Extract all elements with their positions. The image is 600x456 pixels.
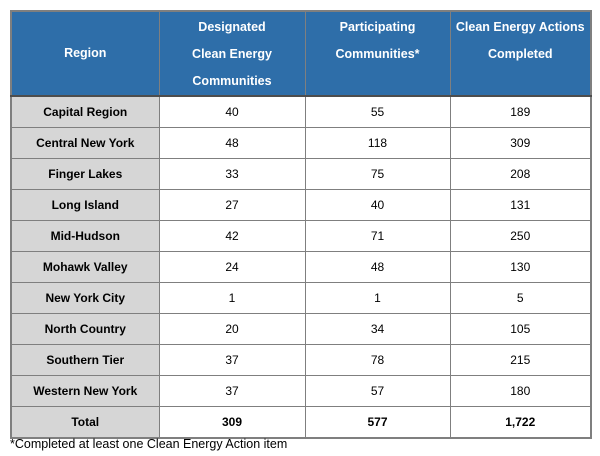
- column-header-actions-completed: Clean Energy Actions Completed: [449, 10, 592, 97]
- value-cell: 208: [449, 158, 592, 190]
- table-row: Mohawk Valley 24 48 130: [10, 251, 592, 283]
- column-header-designated-communities: Designated Clean Energy Communities: [158, 10, 306, 97]
- total-row: Total 309 577 1,722: [10, 406, 592, 439]
- clean-energy-communities-table: Region Designated Clean Energy Communiti…: [10, 10, 592, 439]
- value-cell: 42: [158, 220, 306, 252]
- region-cell: Mid-Hudson: [10, 220, 160, 252]
- value-cell: 78: [304, 344, 451, 376]
- value-cell: 71: [304, 220, 451, 252]
- footnote: *Completed at least one Clean Energy Act…: [10, 437, 288, 451]
- value-cell: 118: [304, 127, 451, 159]
- value-cell: 309: [158, 406, 306, 439]
- value-cell: 57: [304, 375, 451, 407]
- value-cell: 189: [449, 95, 592, 128]
- table-row: Finger Lakes 33 75 208: [10, 158, 592, 190]
- value-cell: 105: [449, 313, 592, 345]
- value-cell: 1,722: [449, 406, 592, 439]
- value-cell: 131: [449, 189, 592, 221]
- value-cell: 40: [304, 189, 451, 221]
- value-cell: 20: [158, 313, 306, 345]
- region-cell: Southern Tier: [10, 344, 160, 376]
- column-header-participating-communities: Participating Communities*: [304, 10, 451, 97]
- region-cell: Finger Lakes: [10, 158, 160, 190]
- value-cell: 40: [158, 95, 306, 128]
- region-cell: New York City: [10, 282, 160, 314]
- value-cell: 33: [158, 158, 306, 190]
- table-row: Capital Region 40 55 189: [10, 95, 592, 128]
- table-row: New York City 1 1 5: [10, 282, 592, 314]
- value-cell: 55: [304, 95, 451, 128]
- table-row: North Country 20 34 105: [10, 313, 592, 345]
- region-cell: Total: [10, 406, 160, 439]
- region-cell: Western New York: [10, 375, 160, 407]
- region-cell: Mohawk Valley: [10, 251, 160, 283]
- region-cell: Capital Region: [10, 95, 160, 128]
- value-cell: 250: [449, 220, 592, 252]
- region-cell: North Country: [10, 313, 160, 345]
- table-header: Region Designated Clean Energy Communiti…: [10, 10, 592, 97]
- value-cell: 48: [158, 127, 306, 159]
- value-cell: 215: [449, 344, 592, 376]
- value-cell: 37: [158, 375, 306, 407]
- table-row: Central New York 48 118 309: [10, 127, 592, 159]
- value-cell: 5: [449, 282, 592, 314]
- value-cell: 75: [304, 158, 451, 190]
- value-cell: 180: [449, 375, 592, 407]
- table-body: Capital Region 40 55 189 Central New York 48 1…: [10, 95, 592, 439]
- value-cell: 130: [449, 251, 592, 283]
- value-cell: 48: [304, 251, 451, 283]
- value-cell: 1: [158, 282, 306, 314]
- value-cell: 37: [158, 344, 306, 376]
- region-cell: Central New York: [10, 127, 160, 159]
- value-cell: 309: [449, 127, 592, 159]
- value-cell: 24: [158, 251, 306, 283]
- table-row: Western New York 37 57 180: [10, 375, 592, 407]
- table-row: Long Island 27 40 131: [10, 189, 592, 221]
- table-row: Mid-Hudson 42 71 250: [10, 220, 592, 252]
- table-row: Southern Tier 37 78 215: [10, 344, 592, 376]
- value-cell: 34: [304, 313, 451, 345]
- value-cell: 27: [158, 189, 306, 221]
- header-row: Region Designated Clean Energy Communiti…: [10, 10, 592, 97]
- region-cell: Long Island: [10, 189, 160, 221]
- column-header-region: Region: [10, 10, 160, 97]
- value-cell: 1: [304, 282, 451, 314]
- value-cell: 577: [304, 406, 451, 439]
